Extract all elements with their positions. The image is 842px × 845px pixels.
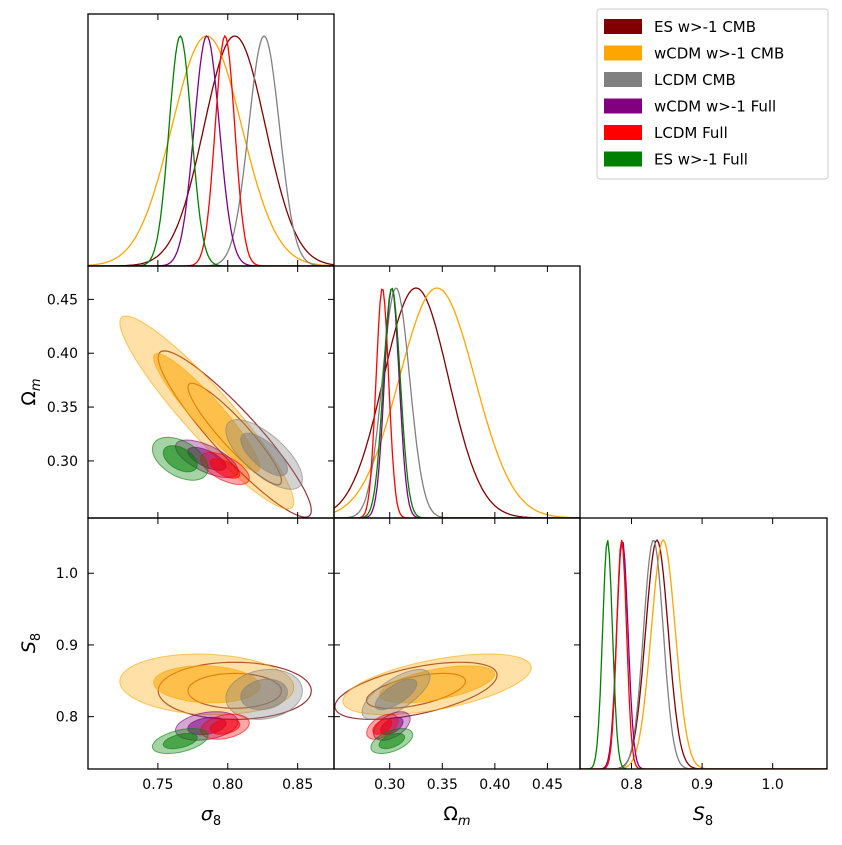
legend-label: wCDM w>-1 CMB	[654, 45, 784, 63]
legend-label: LCDM CMB	[654, 71, 736, 89]
legend-box	[596, 8, 829, 180]
axis-label-subscript: 8	[213, 814, 221, 829]
legend-swatch	[604, 125, 642, 140]
marginal-sigma8-lcdm-cmb	[88, 35, 334, 266]
marginal-s8-lcdm-full	[580, 539, 827, 769]
contour-es-w-1-cmb-95	[157, 661, 312, 721]
contour-lcdm-cmb-68	[240, 678, 289, 711]
xtick-label-s8: 0.9	[691, 777, 713, 793]
legend: ES w>-1 CMB wCDM w>-1 CMB LCDM CMB wCDM w>-…	[596, 8, 829, 180]
axis-label-symbol: S	[693, 803, 705, 825]
contour-panel-sigma8-s8	[119, 653, 312, 754]
legend-swatch	[604, 98, 642, 114]
xtick-label-omegam: 0.30	[374, 777, 405, 793]
axis-label-s8: S8	[693, 803, 713, 829]
marginal-s8-lcdm-cmb	[580, 539, 827, 769]
legend-label: wCDM w>-1 Full	[654, 98, 776, 116]
ytick-label-omegam: 0.40	[47, 346, 78, 362]
marginal-omegam-es-w-1-cmb	[334, 287, 580, 518]
marginal-omegam-wcdm-w-1-cmb	[334, 287, 580, 518]
ytick-label-s8: 1.0	[56, 566, 78, 582]
ytick-label-s8: 0.8	[56, 710, 78, 726]
contour-es-w-1-full-68	[162, 445, 198, 473]
axis-label-symbol: Ω	[18, 391, 40, 406]
axis-label-omegam: Ωm	[443, 803, 470, 829]
xtick-label-omegam: 0.35	[427, 777, 458, 793]
panel-frame-2-2	[579, 517, 828, 770]
axis-label-symbol: σ	[201, 803, 214, 825]
contour-es-w-1-full-68	[162, 732, 198, 750]
marginal-panel-s8	[580, 538, 827, 769]
contour-lcdm-full-68	[372, 718, 393, 735]
axis-label-subscript: m	[458, 814, 471, 829]
contour-panel-sigma8-omegam	[119, 315, 312, 518]
legend-label: LCDM Full	[654, 124, 728, 142]
marginal-sigma8-wcdm-w-1-full	[88, 35, 334, 266]
contour-wcdm-w-1-cmb-68	[153, 353, 261, 472]
legend-label: ES w>-1 Full	[654, 151, 748, 169]
axis-label-subscript: 8	[29, 633, 44, 641]
axis-label-omegam: Ωm	[18, 378, 44, 405]
ytick-label-omegam: 0.30	[47, 454, 78, 470]
marginal-sigma8-es-w-1-cmb	[88, 35, 334, 266]
legend-swatch	[604, 72, 642, 87]
legend-label: ES w>-1 CMB	[654, 18, 756, 36]
marginal-omegam-es-w-1-full	[334, 287, 580, 518]
contour-es-w-1-cmb-95	[334, 661, 498, 720]
legend-swatch	[604, 151, 642, 167]
xtick-label-omegam: 0.45	[532, 777, 563, 793]
marginal-panel-sigma8	[88, 34, 334, 266]
axis-label-sigma8: σ8	[201, 803, 221, 829]
tick-layer: 0.75 0.80 0.85 0.30 0.35 0.40 0.45 0.8 0.9 1.0 0.3…	[47, 14, 784, 793]
marginal-omegam-lcdm-full	[334, 288, 580, 518]
marginal-sigma8-lcdm-full	[88, 34, 334, 266]
xtick-label-omegam: 0.40	[479, 777, 510, 793]
xtick-label-sigma8: 0.80	[212, 777, 243, 793]
xtick-label-sigma8: 0.85	[282, 777, 313, 793]
axis-label-subscript: 8	[705, 814, 713, 829]
contour-lcdm-cmb-68	[374, 678, 418, 711]
ytick-label-omegam: 0.45	[47, 292, 78, 308]
xtick-label-s8: 0.8	[620, 777, 642, 793]
ytick-label-omegam: 0.35	[47, 400, 78, 416]
contour-es-w-1-full-68	[378, 732, 406, 750]
marginal-omegam-wcdm-w-1-full	[334, 287, 580, 518]
contour-lcdm-cmb-68	[240, 432, 289, 477]
contour-panel-omegam-s8	[334, 653, 532, 754]
marginal-panel-omegam	[334, 287, 580, 518]
contour-layer	[119, 315, 532, 754]
axis-label-symbol: S	[18, 641, 40, 653]
marginal-sigma8-wcdm-w-1-cmb	[88, 35, 334, 266]
contour-lcdm-full-68	[209, 458, 241, 479]
marginal-sigma8-es-w-1-full	[88, 34, 334, 266]
ytick-label-s8: 0.9	[56, 638, 78, 654]
contour-wcdm-w-1-cmb-68	[153, 665, 261, 704]
legend-swatch	[604, 19, 642, 34]
axis-label-subscript: m	[29, 378, 44, 391]
xtick-label-sigma8: 0.75	[142, 777, 173, 793]
axis-label-s8: S8	[18, 633, 44, 653]
axis-label-symbol: Ω	[443, 803, 458, 825]
marginal-s8-es-w-1-full	[580, 540, 827, 769]
xtick-label-s8: 1.0	[762, 777, 784, 793]
legend-swatch	[604, 45, 642, 61]
marginal-omegam-lcdm-cmb	[334, 287, 580, 518]
contour-lcdm-full-68	[209, 718, 241, 735]
panel-frame-layer	[87, 13, 828, 770]
